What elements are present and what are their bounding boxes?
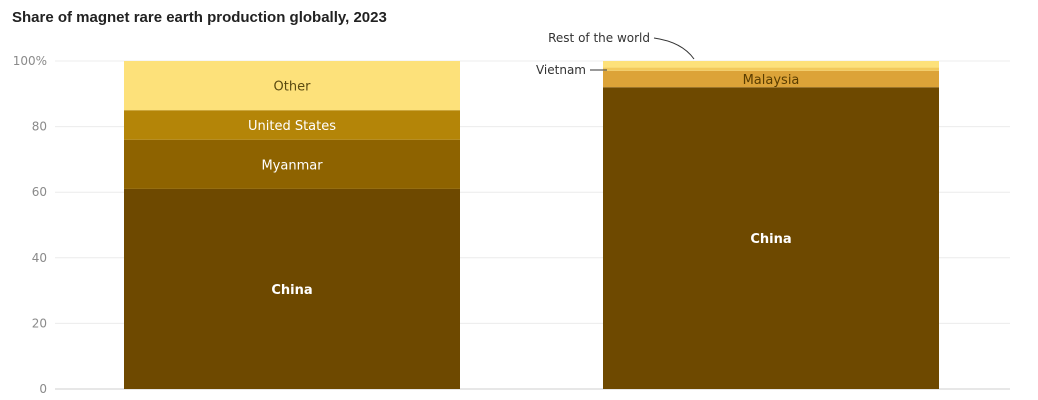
- y-tick-label-20: 20: [32, 316, 47, 330]
- bar-segment-malaysia-1: [603, 70, 939, 88]
- bars: [124, 61, 939, 390]
- bar-segment-china-0: [124, 188, 460, 389]
- y-tick-label-0: 0: [39, 382, 47, 396]
- y-tick-label-100: 100%: [13, 54, 47, 68]
- segment-label-other-0: Other: [274, 80, 312, 95]
- callout-rest-of-the-world-label: Rest of the world: [548, 31, 650, 45]
- y-tick-label-40: 40: [32, 251, 47, 265]
- y-tick-label-80: 80: [32, 120, 47, 134]
- bar-segment-rest-of-the-world-1: [603, 61, 939, 68]
- callout-rest-of-the-world-line: [653, 37, 695, 60]
- bar-segment-united-states-0: [124, 110, 460, 140]
- segment-label-china-0: China: [271, 283, 312, 298]
- callouts: Vietnam Rest of the world: [536, 31, 695, 77]
- callout-vietnam-label: Vietnam: [536, 63, 586, 77]
- y-tick-label-60: 60: [32, 185, 47, 199]
- segment-label-united-states-0: United States: [248, 119, 336, 134]
- bar-segment-vietnam-1: [603, 67, 939, 71]
- segment-label-china-1: China: [750, 232, 791, 247]
- segment-label-malaysia-1: Malaysia: [743, 73, 800, 88]
- chart-title: Share of magnet rare earth production gl…: [12, 9, 387, 26]
- y-axis: 0 20 40 60 80 100%: [13, 54, 47, 396]
- segment-labels: China Myanmar United States Other China Malay…: [248, 73, 799, 298]
- bar-segment-myanmar-0: [124, 139, 460, 189]
- bar-segment-china-1: [603, 87, 939, 390]
- bar-segment-other-0: [124, 61, 460, 111]
- segment-label-myanmar-0: Myanmar: [261, 158, 323, 173]
